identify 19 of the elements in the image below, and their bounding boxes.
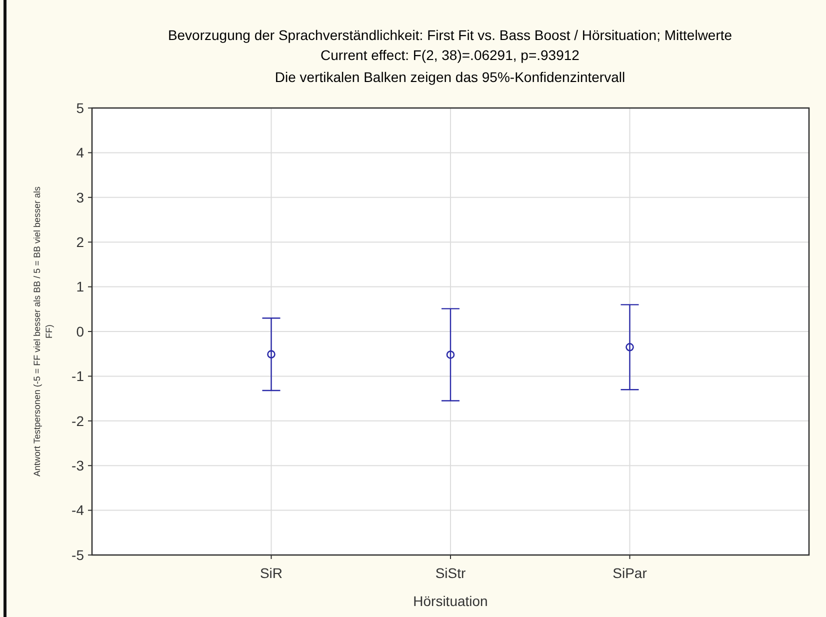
x-axis-title: Hörsituation bbox=[413, 593, 488, 609]
chart-subtitle: Current effect: F(2, 38)=.06291, p=.93912 bbox=[320, 47, 580, 63]
y-tick-label: 4 bbox=[76, 144, 84, 161]
y-tick-label: -2 bbox=[72, 412, 84, 429]
y-tick-label: -5 bbox=[72, 546, 84, 563]
y-tick-label: 3 bbox=[76, 189, 84, 206]
y-axis-title: Antwort Testpersonen (-5 = FF viel besser als BB / 5 = BB viel besser als FF) bbox=[32, 186, 54, 476]
chart-title: Bevorzugung der Sprachverständlichkeit: First Fit vs. Bass Boost / Hörsituation; Mittelwerte bbox=[168, 27, 732, 43]
x-tick-label: SiStr bbox=[435, 565, 466, 581]
y-tick-label: 1 bbox=[76, 278, 84, 295]
y-tick-label: -1 bbox=[72, 368, 84, 384]
y-tick-label: -4 bbox=[72, 502, 84, 518]
y-tick-label: 5 bbox=[76, 100, 84, 116]
text: Die vertikalen Balken zeigen das 95%-Konfidenzintervall bbox=[274, 69, 626, 85]
y-tick-label: 2 bbox=[76, 234, 84, 250]
y-tick-label: 0 bbox=[76, 323, 84, 340]
y-tick-label: -3 bbox=[72, 458, 84, 474]
x-tick-label: SiPar bbox=[612, 565, 648, 581]
x-tick-label: SiR bbox=[260, 565, 283, 581]
